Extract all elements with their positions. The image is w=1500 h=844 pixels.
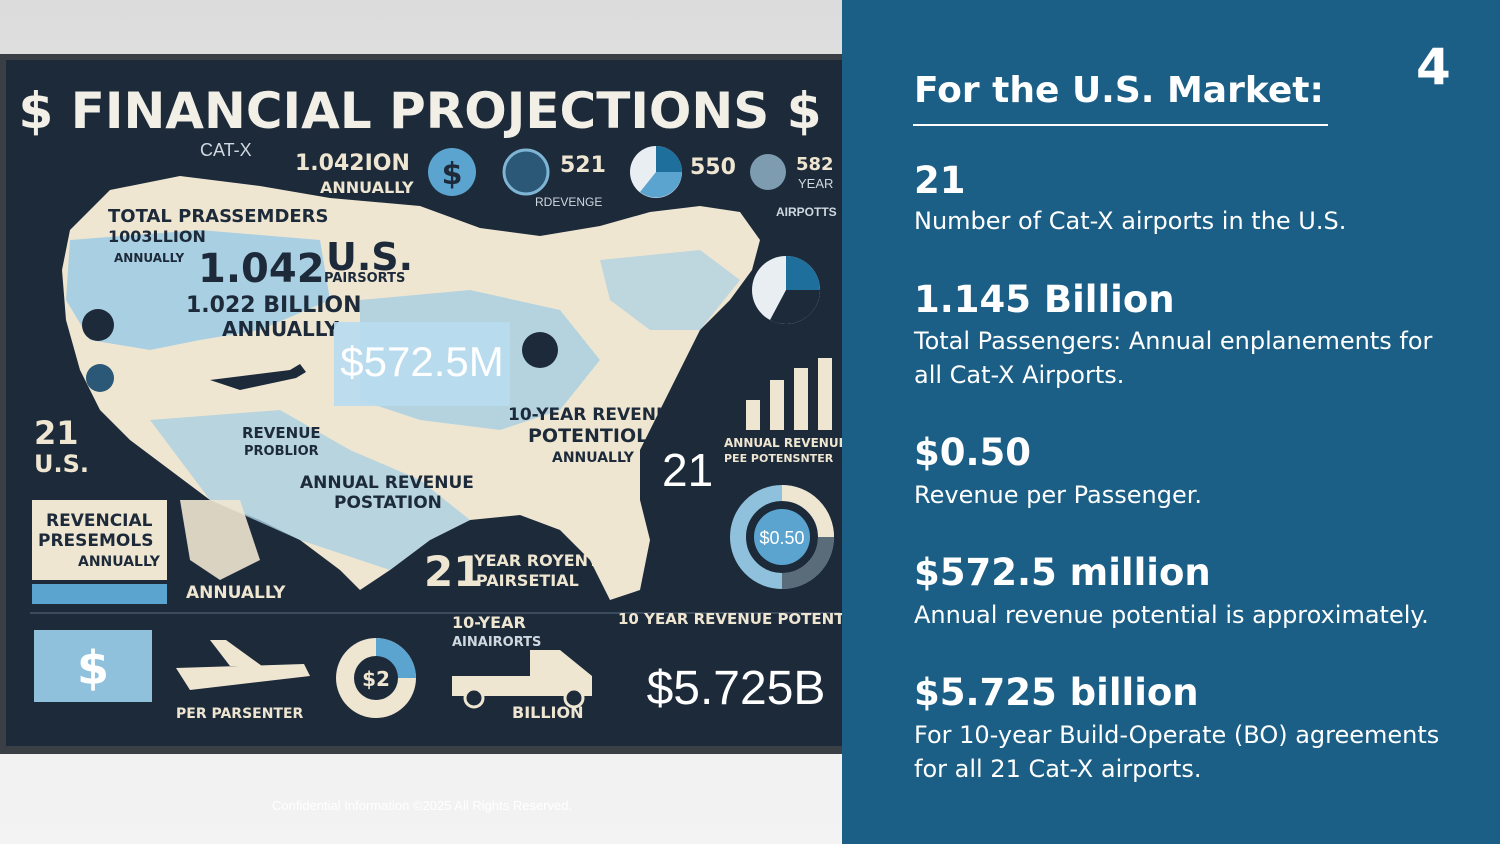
postation-label: POSTATION — [334, 493, 442, 513]
coin-icon — [522, 332, 558, 368]
us-market-panel: 4 For the U.S. Market: 21 Number of Cat-… — [842, 0, 1500, 844]
map-region-west — [66, 230, 330, 350]
stat-value-annual-revenue: $572.5 million — [914, 551, 1211, 594]
potential-annually-label: ANNUALLY — [552, 450, 635, 466]
cat-x-label: CAT-X — [200, 140, 252, 160]
ten-year-revenue-label: 10-YEAR REVENUE — [508, 405, 681, 425]
stat-desc-revenue-per-passenger: Revenue per Passenger. — [914, 481, 1203, 509]
ten-year-revenue-potential-label: 10 YEAR REVENUE POTENTIAL — [618, 610, 842, 628]
billion-bottom-label: BILLION — [512, 703, 583, 722]
stat-desc-airports: Number of Cat-X airports in the U.S. — [914, 207, 1347, 235]
year-revenue-label: YEAR ROYENTIL — [473, 551, 615, 570]
total-passengers-label: TOTAL PRASSEMDERS — [108, 206, 329, 227]
dollar-bill-icon: $ — [77, 641, 109, 695]
total-passengers-sub: 1003LLION — [108, 227, 206, 246]
revenue-overlay-box — [334, 322, 510, 406]
bar-icon — [770, 380, 784, 430]
per-passenger-label: PER PARSENTER — [176, 706, 304, 722]
count-21-right: 21 — [662, 444, 713, 496]
presemols-label: PRESEMOLS — [38, 531, 153, 551]
stat-value-revenue-per-passenger: $0.50 — [914, 431, 1032, 474]
slide-number: 4 — [1416, 38, 1451, 96]
pairsorts-label: PAIRSORTS — [324, 271, 405, 286]
bar-icon — [818, 358, 832, 430]
top-annually-label: ANNUALLY — [320, 178, 414, 197]
presemols-annually-label: ANNUALLY — [78, 554, 161, 570]
stat-582-sub: YEAR — [798, 176, 833, 191]
coin-icon — [82, 309, 114, 341]
billion-annual-label: 1.022 BILLION — [186, 293, 362, 318]
map-region-northeast — [600, 250, 740, 330]
stat-582: 582 — [796, 154, 834, 175]
ten-year-bottom-label: 10-YEAR — [452, 613, 526, 632]
coin-s2-label: $2 — [362, 667, 390, 691]
annually-small-label: ANNUALLY — [114, 251, 184, 265]
revenue-overlay-value: $572.5M — [340, 338, 503, 385]
map-region-texas — [180, 500, 260, 580]
total-overlay-value: $5.725B — [647, 662, 826, 715]
ainairports-label: AINAIRORTS — [452, 635, 541, 650]
revencial-label: REVENCIAL — [46, 511, 153, 531]
bar-icon — [746, 400, 760, 430]
infographic-title: $ FINANCIAL PROJECTIONS $ — [19, 82, 822, 140]
stat-value-ten-year: $5.725 billion — [914, 671, 1199, 714]
truck-icon — [452, 650, 592, 696]
us-left-label: U.S. — [34, 450, 89, 478]
revenue-problion-sub: PROBLIOR — [244, 444, 319, 459]
gear-coin-icon — [502, 148, 550, 196]
donut-050-label: $0.50 — [759, 528, 804, 548]
stat-desc-passengers: Total Passengers: Annual enplanements fo… — [914, 327, 1433, 389]
heading-underline — [913, 124, 1328, 126]
map-region-south — [150, 410, 470, 570]
annual-rev-potential-sub: PEE POTENSNTER — [724, 452, 834, 465]
big-1042: 1.042 — [198, 246, 325, 292]
stat-521-sub: RDEVENGE — [535, 195, 602, 209]
financial-projections-infographic: $ FINANCIAL PROJECTIONS $ CAT-X 1.042ION… — [0, 54, 842, 754]
pairsetial-label: PAIRSETIAL — [476, 571, 579, 590]
revencial-card — [32, 500, 167, 580]
stat-550: 550 — [690, 155, 736, 180]
dollar-coin-icon — [428, 148, 476, 196]
confidential-footer: Confidential Information ©2025 All Right… — [272, 798, 573, 813]
dollar-glyph-icon: $ — [442, 157, 463, 192]
infographic-photo: $ FINANCIAL PROJECTIONS $ CAT-X 1.042ION… — [0, 0, 842, 844]
count-21-left: 21 — [34, 414, 79, 452]
airplane-icon — [210, 364, 306, 390]
stat-521: 521 — [560, 153, 606, 178]
stat-desc-annual-revenue: Annual revenue potential is approximatel… — [914, 601, 1429, 629]
panel-heading: For the U.S. Market: — [914, 70, 1324, 111]
billion-annually-label: ANNUALLY — [222, 317, 339, 341]
top-annual-value: 1.042ION — [295, 151, 410, 176]
revenue-problion-label: REVENUE — [242, 424, 321, 442]
potential-label: POTENTIOL — [528, 425, 648, 447]
airports-label: AIRPOTTS — [776, 205, 837, 219]
stat-desc-ten-year: For 10-year Build-Operate (BO) agreement… — [914, 721, 1440, 783]
annual-revenue-postation-label: ANNUAL REVENUE — [300, 473, 474, 493]
globe-icon — [750, 154, 786, 190]
jet-icon — [176, 664, 310, 690]
bar-icon — [794, 368, 808, 430]
coin-icon — [86, 364, 114, 392]
annual-rev-potential-label: ANNUAL REVENUE — [724, 436, 842, 450]
year-revenue-21: 21 — [424, 547, 482, 596]
stat-value-passengers: 1.145 Billion — [914, 278, 1175, 321]
cash-icon — [34, 630, 152, 702]
stat-value-airports: 21 — [914, 159, 966, 202]
us-map-label: U.S. — [326, 235, 413, 279]
year-annually-label: ANNUALLY — [186, 583, 286, 603]
